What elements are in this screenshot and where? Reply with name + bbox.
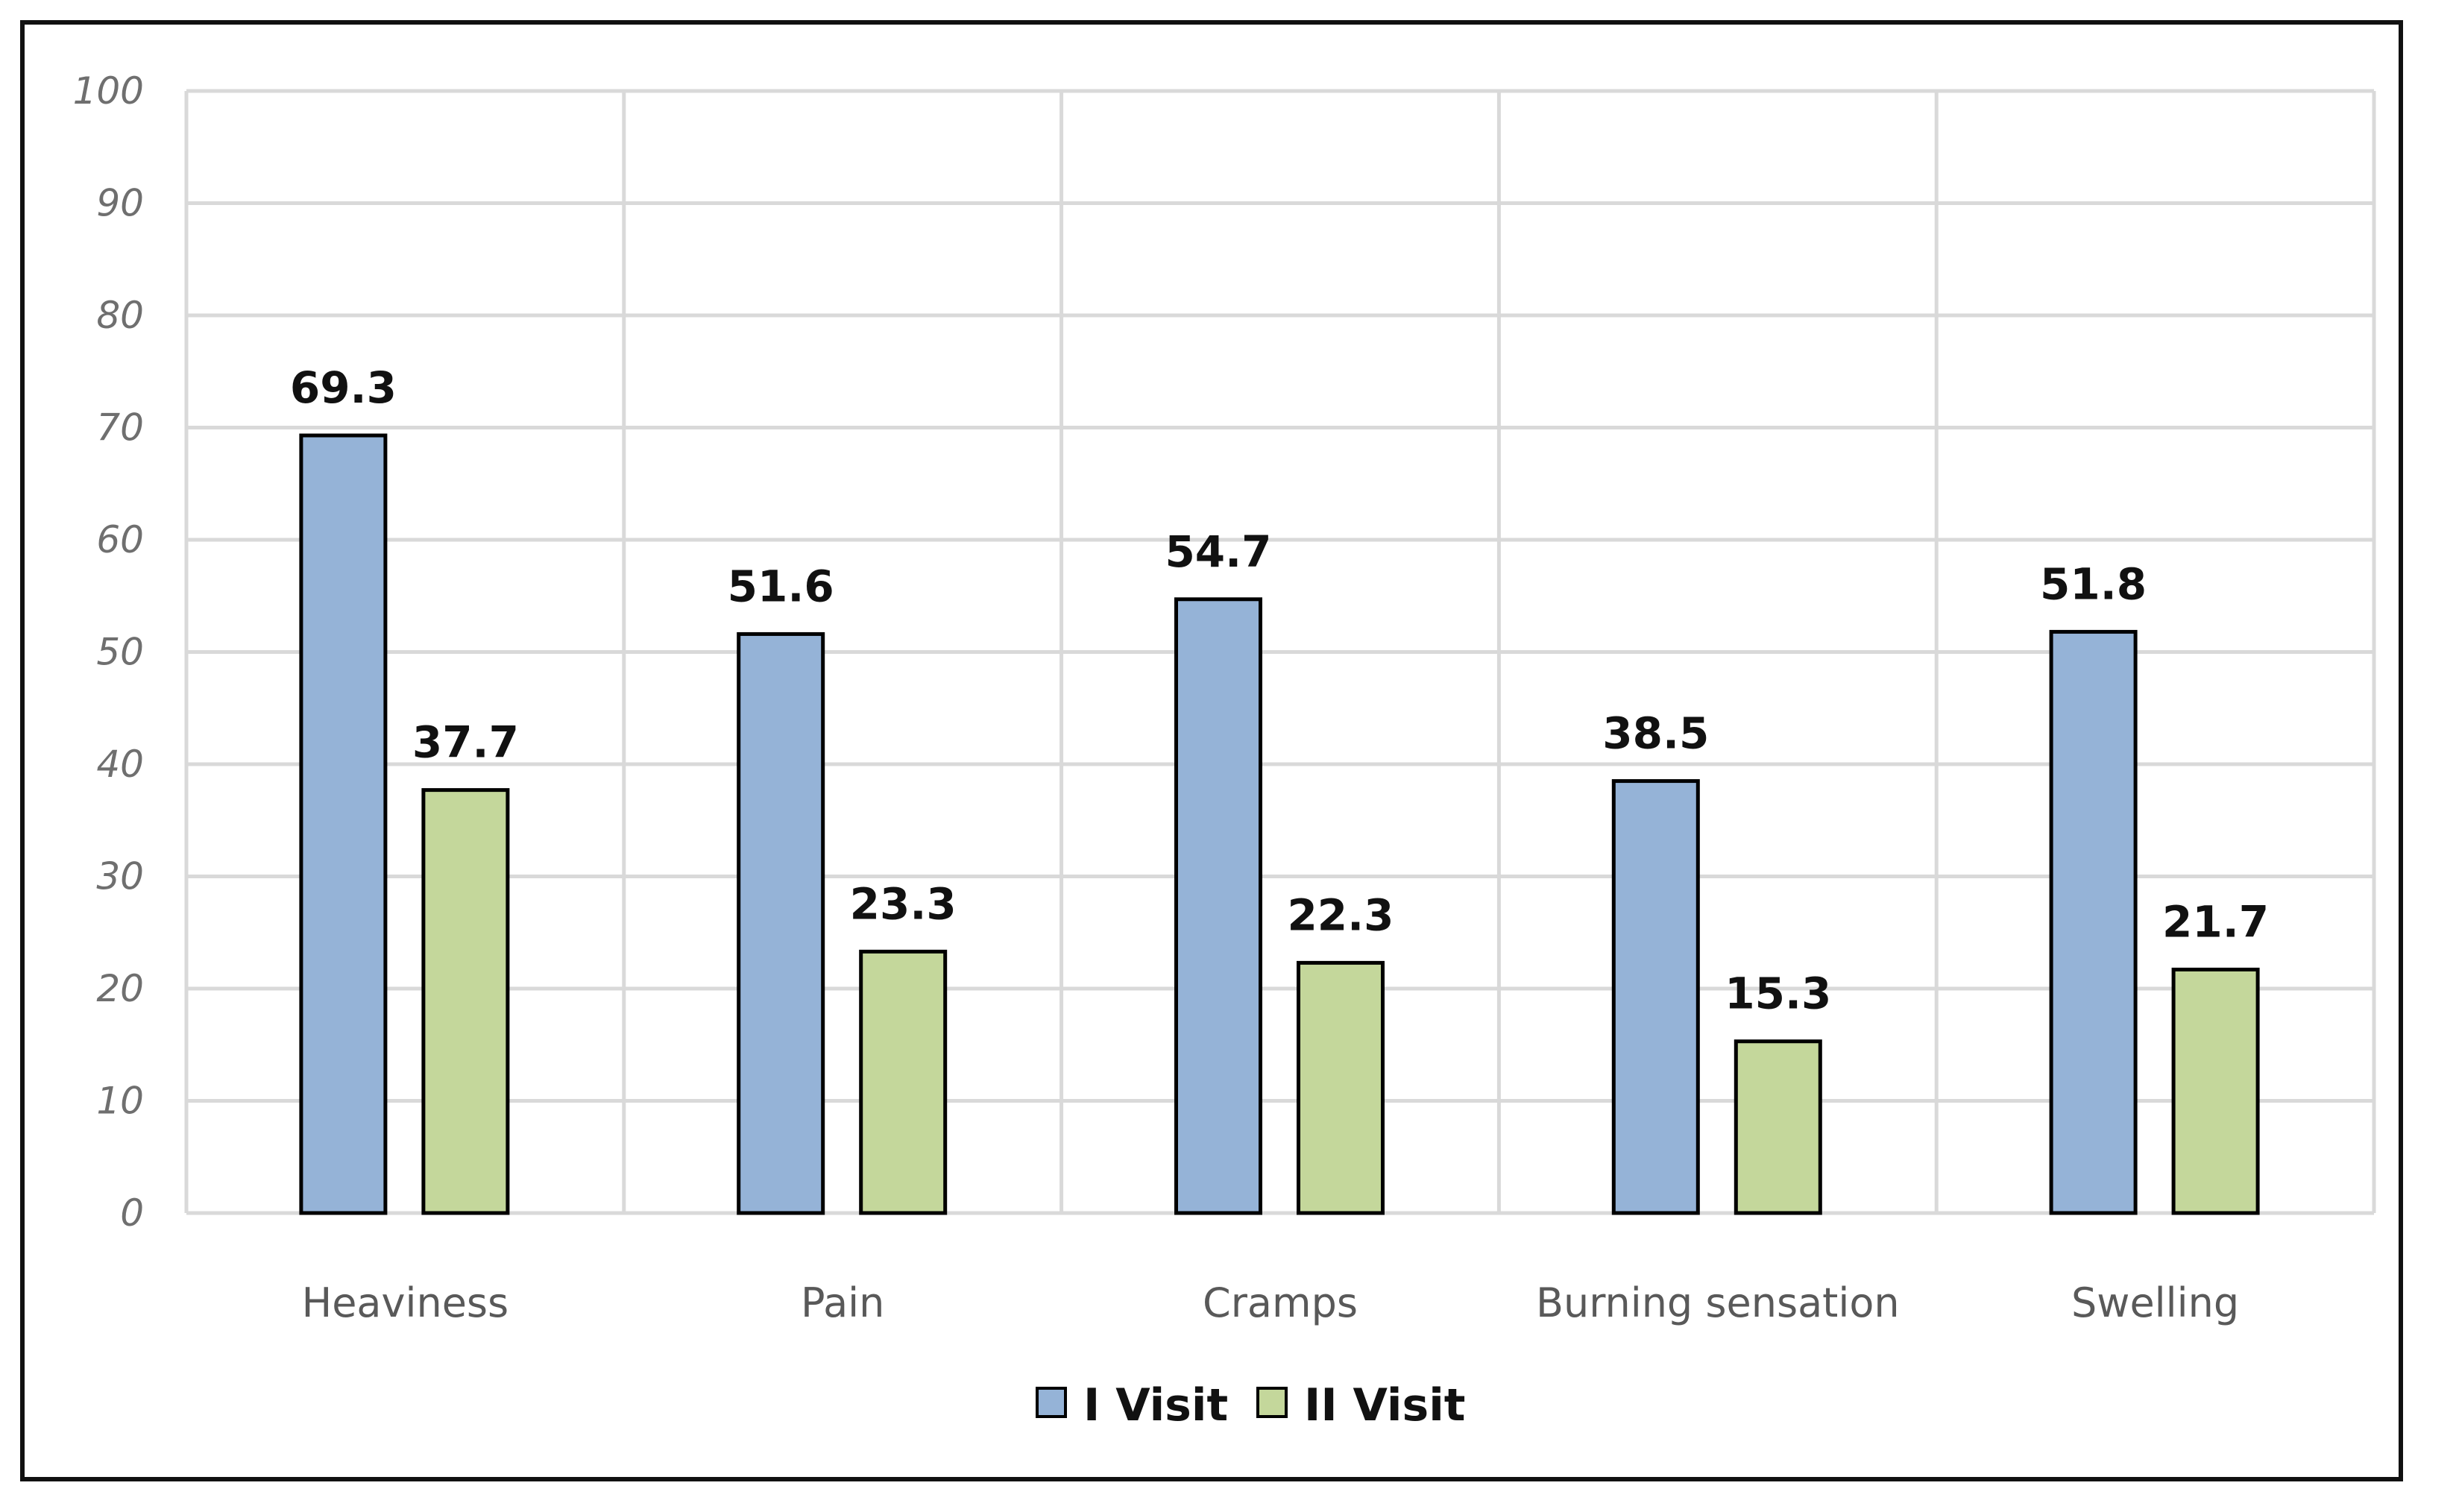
y-tick-label-70: 70 (96, 406, 144, 450)
category-label-1: Pain (801, 1279, 884, 1326)
bar-i-visit-0 (299, 433, 388, 1215)
y-tick-label-80: 80 (96, 294, 144, 337)
chart-frame: 0 10 20 30 40 50 60 70 80 90 100 69.3 37.7 Heaviness 5… (20, 20, 2403, 1481)
y-tick-label-90: 90 (96, 182, 144, 225)
legend-swatch-i-visit (1036, 1387, 1067, 1418)
data-label-ii-visit-2: 22.3 (1287, 889, 1394, 940)
bar-ii-visit-4 (2171, 967, 2260, 1215)
data-label-i-visit-3: 38.5 (1602, 708, 1709, 759)
data-label-ii-visit-0: 37.7 (412, 717, 519, 768)
y-tick-label-60: 60 (96, 518, 144, 561)
y-tick-label-10: 10 (96, 1080, 144, 1123)
bar-ii-visit-2 (1297, 960, 1385, 1215)
bar-i-visit-4 (2049, 629, 2138, 1215)
bar-i-visit-1 (737, 631, 825, 1215)
legend-swatch-ii-visit (1256, 1387, 1288, 1418)
category-label-0: Heaviness (302, 1279, 509, 1326)
data-label-i-visit-2: 54.7 (1165, 526, 1271, 577)
category-label-2: Cramps (1203, 1279, 1358, 1326)
bar-i-visit-2 (1174, 597, 1262, 1215)
y-tick-label-20: 20 (96, 967, 144, 1010)
bar-ii-visit-1 (859, 949, 948, 1215)
data-label-ii-visit-1: 23.3 (850, 878, 957, 929)
legend-label-i-visit: I Visit (1083, 1379, 1228, 1431)
data-label-ii-visit-4: 21.7 (2162, 896, 2269, 947)
legend-label-ii-visit: II Visit (1304, 1379, 1465, 1431)
bar-i-visit-3 (1611, 779, 1700, 1215)
y-tick-label-40: 40 (96, 743, 144, 786)
bar-ii-visit-3 (1734, 1039, 1822, 1215)
data-label-i-visit-0: 69.3 (290, 362, 397, 413)
data-label-ii-visit-3: 15.3 (1725, 968, 1831, 1019)
bar-ii-visit-0 (421, 788, 510, 1215)
category-label-4: Swelling (2071, 1279, 2239, 1326)
y-tick-label-100: 100 (73, 69, 144, 113)
y-tick-label-30: 30 (96, 855, 144, 898)
bar-chart: 0 10 20 30 40 50 60 70 80 90 100 69.3 37.7 Heaviness 5… (73, 69, 2376, 1431)
category-label-3: Burning sensation (1536, 1279, 1900, 1326)
y-tick-label-0: 0 (120, 1191, 144, 1235)
data-label-i-visit-4: 51.8 (2040, 558, 2147, 609)
data-label-i-visit-1: 51.6 (728, 561, 834, 611)
y-tick-label-50: 50 (96, 631, 144, 674)
